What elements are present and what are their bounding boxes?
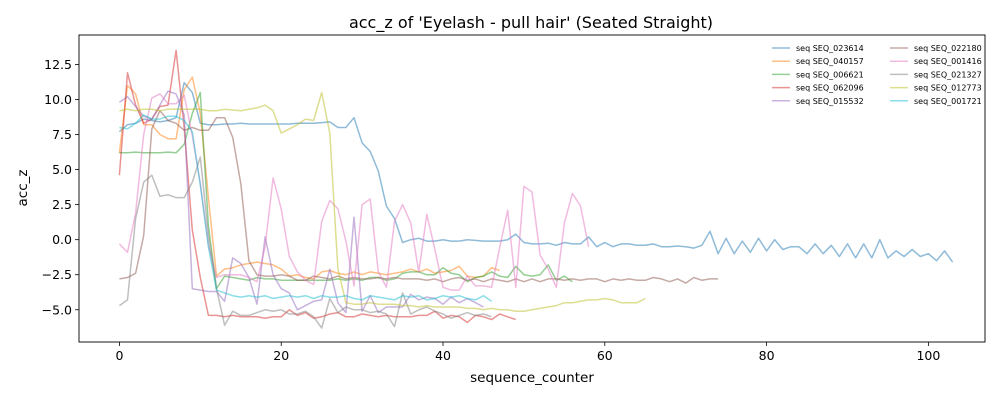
y-tick-label: −2.5 — [42, 267, 72, 282]
y-tick-label: 10.0 — [44, 92, 72, 107]
legend-label: seq SEQ_012773 — [914, 84, 982, 93]
x-tick-label: 20 — [273, 348, 289, 363]
series-line-3 — [118, 49, 517, 324]
series-line-7 — [118, 156, 492, 329]
plot-frame — [78, 34, 986, 343]
x-tick-label: 100 — [916, 348, 940, 363]
legend-label: seq SEQ_006621 — [796, 70, 864, 79]
series-line-0 — [118, 81, 954, 263]
y-tick-label: 2.5 — [52, 197, 72, 212]
x-tick-label: 60 — [597, 348, 613, 363]
x-axis-label: sequence_counter — [470, 370, 594, 386]
legend-label: seq SEQ_023614 — [796, 44, 864, 53]
x-tick-label: 80 — [759, 348, 775, 363]
y-tick-label: 5.0 — [52, 162, 72, 177]
y-axis-label: acc_z — [15, 170, 31, 207]
y-tick-label: 12.5 — [44, 57, 72, 72]
series-line-2 — [119, 91, 573, 290]
y-axis: −5.0 −2.5 0.0 2.5 5.0 7.5 10.0 12.5 — [42, 57, 79, 317]
plot-lines — [118, 49, 954, 329]
series-line-9 — [119, 114, 493, 302]
x-tick-label: 0 — [115, 348, 123, 363]
legend-label: seq SEQ_021327 — [914, 70, 982, 79]
y-tick-label: −5.0 — [42, 302, 72, 317]
x-tick-label: 40 — [435, 348, 451, 363]
series-line-1 — [118, 76, 500, 280]
legend-label: seq SEQ_040157 — [796, 57, 864, 66]
chart-title: acc_z of 'Eyelash - pull hair' (Seated S… — [349, 13, 713, 33]
legend-label: seq SEQ_022180 — [914, 44, 982, 53]
series-line-5 — [119, 109, 719, 284]
y-tick-label: 0.0 — [52, 232, 72, 247]
legend-label: seq SEQ_001416 — [914, 57, 982, 66]
series-line-8 — [119, 91, 646, 312]
y-tick-label: 7.5 — [52, 127, 72, 142]
legend-label: seq SEQ_015532 — [796, 97, 864, 106]
legend-label: seq SEQ_001721 — [914, 97, 982, 106]
x-axis: 0 20 40 60 80 100 — [115, 342, 940, 363]
legend-label: seq SEQ_062096 — [796, 84, 864, 93]
